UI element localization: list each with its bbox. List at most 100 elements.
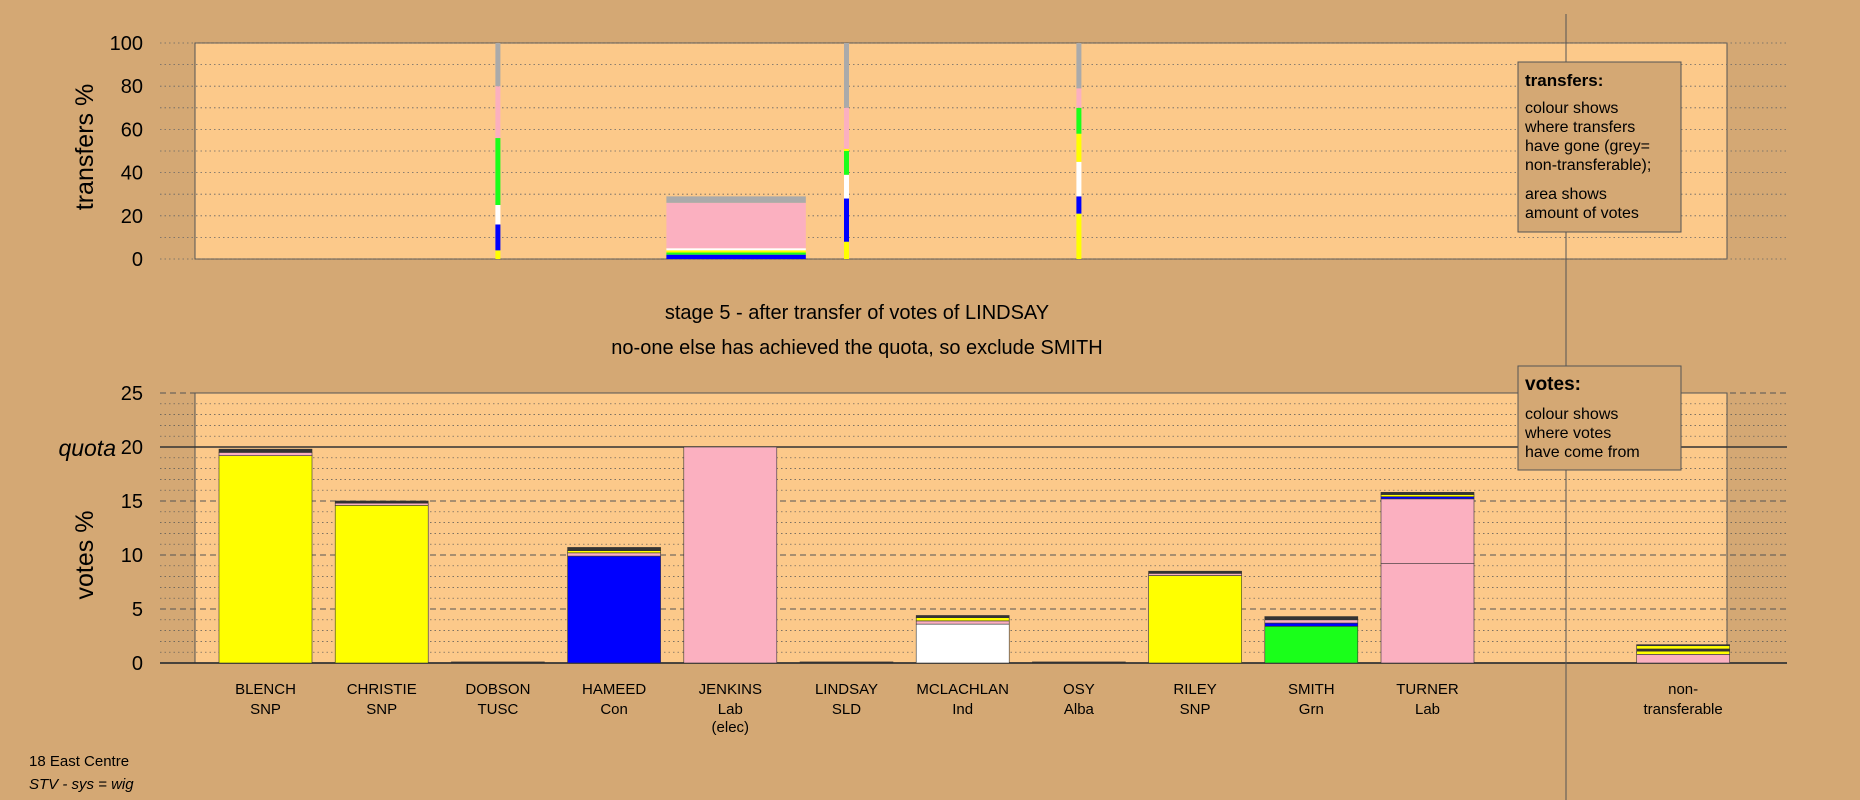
vote-bar-segment xyxy=(1380,492,1475,495)
vote-bar-segment xyxy=(218,448,313,453)
votes-panel: 0 5 10 15 20 25 BLENCH SNP CHRISTIE SNP DOBSON TUS… xyxy=(58,383,1787,736)
votes-legend-title: votes: xyxy=(1525,374,1581,395)
transfer-block-segment xyxy=(666,196,806,203)
vote-bar-segment xyxy=(1380,496,1475,500)
transfers-legend-title: transfers: xyxy=(1525,71,1603,90)
candidate-name: LINDSAY xyxy=(815,681,878,698)
candidate-party: SNP xyxy=(366,701,397,718)
vote-bar-segment xyxy=(915,615,1010,618)
vote-bar-segment xyxy=(1636,648,1730,652)
y-tick-label: 0 xyxy=(132,249,143,271)
y-tick-label: 10 xyxy=(121,545,143,567)
candidate-name: non- xyxy=(1668,681,1698,698)
y-tick-label: 40 xyxy=(121,163,143,185)
quota-label: quota xyxy=(58,435,116,461)
vote-bar-segment xyxy=(218,455,313,664)
vote-bar-segment xyxy=(334,505,429,664)
votes-legend: votes: colour shows where votes have com… xyxy=(1517,365,1682,471)
votes-grid xyxy=(160,392,1787,664)
candidate-name: JENKINS xyxy=(699,681,762,698)
transfer-strip-segment xyxy=(495,86,501,139)
vote-bar-segment xyxy=(218,452,313,456)
votes-legend-line: have come from xyxy=(1525,444,1640,461)
candidate-labels: BLENCH SNP CHRISTIE SNP DOBSON TUSC HAMEED Con J… xyxy=(235,681,1723,736)
vote-bar-segment xyxy=(915,617,1010,622)
y-tick-label: 15 xyxy=(121,491,143,513)
candidate-party: SLD xyxy=(832,701,861,718)
transfers-marks xyxy=(495,43,1082,259)
vote-bar-segment xyxy=(1264,616,1359,621)
vote-bar-segment xyxy=(1380,494,1475,497)
transfers-legend-line: area shows xyxy=(1525,186,1607,203)
transfer-strip-segment xyxy=(844,43,849,108)
vote-bar-segment xyxy=(334,500,429,504)
vote-bar-segment xyxy=(1148,570,1242,574)
vote-bar-segment xyxy=(683,446,778,664)
vote-bar-segment xyxy=(1636,645,1730,650)
y-tick-label: 20 xyxy=(121,437,143,459)
transfer-strip-segment xyxy=(1076,213,1082,259)
transfer-block-segment xyxy=(666,250,806,253)
transfer-block-segment xyxy=(666,252,806,255)
candidate-party: TUSC xyxy=(477,701,518,718)
vote-bar-segment xyxy=(1264,619,1359,624)
votes-bars xyxy=(218,446,1730,664)
candidate-party: Ind xyxy=(952,701,973,718)
vote-bar-segment xyxy=(334,502,429,506)
vote-bar-segment xyxy=(567,547,661,551)
transfers-legend: transfers: colour shows where transfers … xyxy=(1517,61,1682,233)
y-tick-label: 0 xyxy=(132,653,143,675)
candidate-party: Grn xyxy=(1299,701,1324,718)
transfer-block-segment xyxy=(666,254,806,259)
transfer-strip-segment xyxy=(1076,88,1082,108)
candidate-party: Alba xyxy=(1064,701,1095,718)
transfers-panel: 0 20 40 60 80 100 transfers % xyxy=(71,33,1787,271)
candidate-name: RILEY xyxy=(1173,681,1216,698)
footer-title: 18 East Centre xyxy=(29,753,129,770)
candidate-name: CHRISTIE xyxy=(347,681,417,698)
vote-bar-segment xyxy=(1380,563,1475,664)
candidate-name: SMITH xyxy=(1288,681,1335,698)
y-tick-label: 5 xyxy=(132,599,143,621)
vote-bar-segment xyxy=(1264,625,1359,664)
transfer-block-segment xyxy=(666,248,806,251)
transfer-strip-segment xyxy=(495,43,501,87)
candidate-name: TURNER xyxy=(1396,681,1459,698)
vote-bar-segment xyxy=(567,552,661,557)
transfer-strip-segment xyxy=(1076,133,1082,162)
transfer-strip-segment xyxy=(1076,161,1082,197)
vote-bar-segment xyxy=(1264,622,1359,627)
transfer-strip-segment xyxy=(844,174,849,199)
vote-bar-segment xyxy=(1636,650,1730,655)
candidate-party: transferable xyxy=(1644,701,1723,718)
candidate-party: Lab xyxy=(1415,701,1440,718)
vote-bar-segment xyxy=(1148,575,1242,664)
candidate-party: Lab xyxy=(718,701,743,718)
y-tick-label: 25 xyxy=(121,383,143,405)
vote-bar-segment xyxy=(567,550,661,554)
transfers-y-axis-label: transfers % xyxy=(71,84,99,210)
candidate-name: HAMEED xyxy=(582,681,646,698)
vote-bar-segment xyxy=(1636,644,1730,647)
transfer-strip-segment xyxy=(495,224,501,251)
vote-bar-segment xyxy=(1148,573,1242,576)
candidate-party: Con xyxy=(600,701,628,718)
candidate-name: OSY xyxy=(1063,681,1095,698)
votes-y-axis-label: votes % xyxy=(71,511,99,600)
y-tick-label: 80 xyxy=(121,76,143,98)
stage-caption: stage 5 - after transfer of votes of LIN… xyxy=(665,302,1049,324)
y-tick-label: 20 xyxy=(121,206,143,228)
votes-legend-line: where votes xyxy=(1524,425,1611,442)
transfers-legend-line: non-transferable); xyxy=(1525,157,1651,174)
votes-y-ticks: 0 5 10 15 20 25 xyxy=(121,383,143,675)
candidate-name: MCLACHLAN xyxy=(916,681,1009,698)
transfer-block-segment xyxy=(666,202,806,249)
votes-legend-line: colour shows xyxy=(1525,406,1618,423)
vote-bar-segment xyxy=(451,661,545,664)
transfers-legend-line: have gone (grey= xyxy=(1525,138,1650,155)
candidate-party: SNP xyxy=(1180,701,1211,718)
transfers-y-ticks: 0 20 40 60 80 100 xyxy=(110,33,143,271)
vote-bar-segment xyxy=(915,623,1010,664)
footer-system: STV - sys = wig xyxy=(29,776,134,793)
transfers-legend-line: colour shows xyxy=(1525,100,1618,117)
